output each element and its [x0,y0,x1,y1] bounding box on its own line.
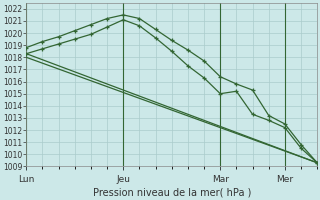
X-axis label: Pression niveau de la mer( hPa ): Pression niveau de la mer( hPa ) [92,187,251,197]
